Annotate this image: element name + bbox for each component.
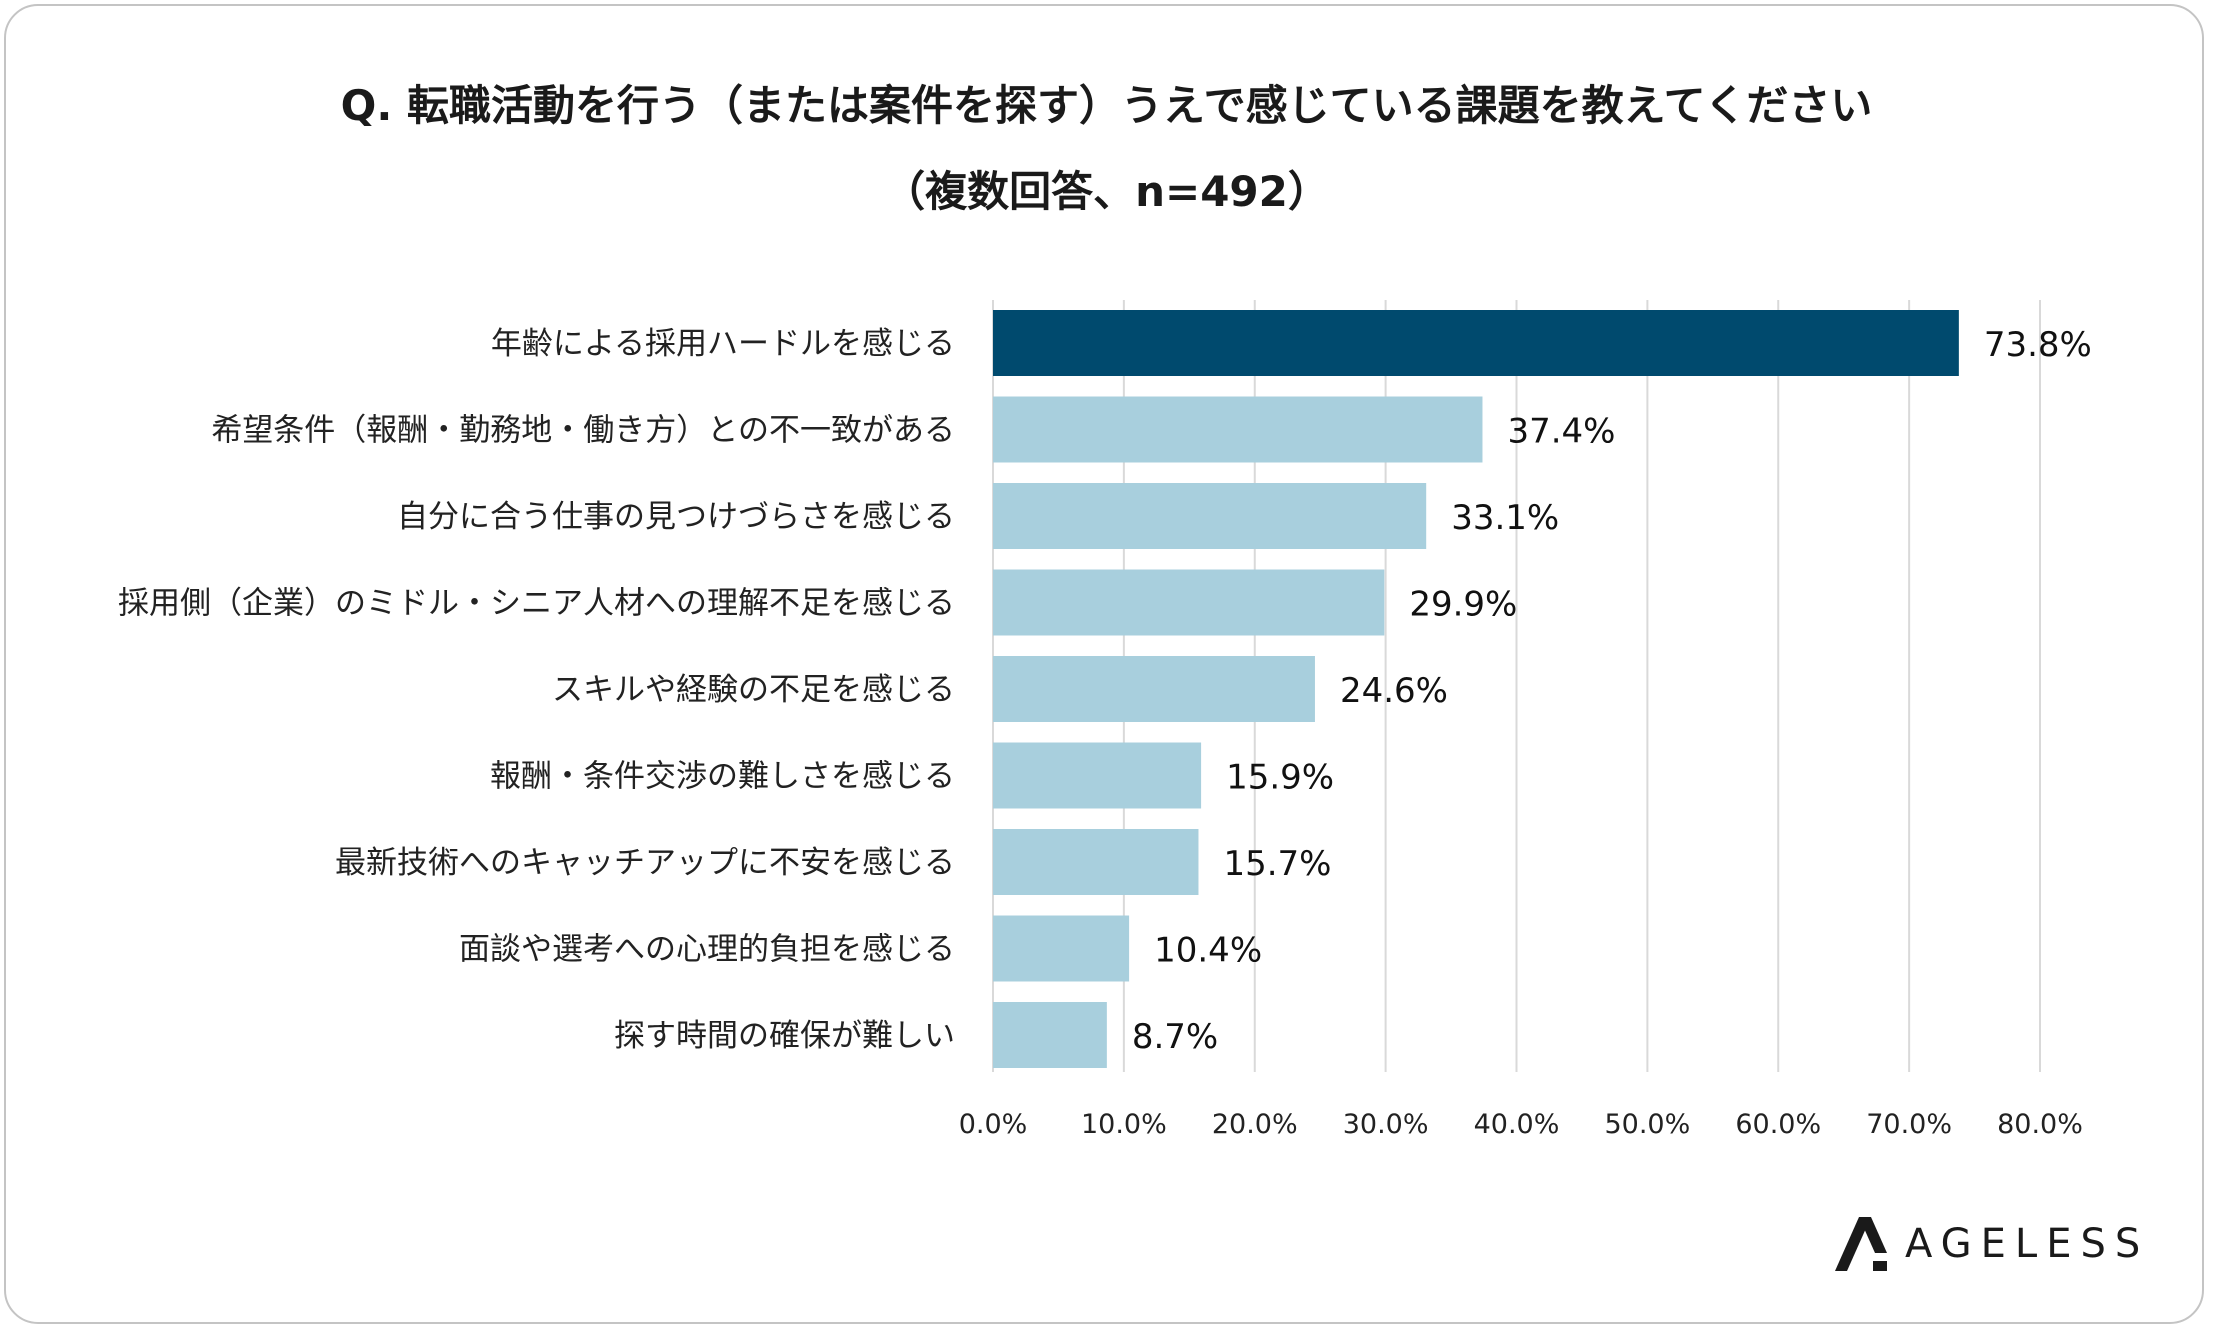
x-tick-label-7: 70.0% [1866, 1109, 1952, 1140]
value-label-8: 8.7% [1132, 1017, 1218, 1057]
bar-3 [993, 569, 1385, 636]
bar-5 [993, 742, 1202, 809]
value-label-0: 73.8% [1984, 325, 2092, 365]
category-label-1: 希望条件（報酬・勤務地・働き方）との不一致がある [211, 413, 955, 449]
value-labels: 73.8% 37.4% 33.1% 29.9% 24.6% 15.9% 15.7% 10.4%… [1132, 325, 2092, 1057]
x-tick-label-5: 50.0% [1604, 1109, 1690, 1140]
value-label-2: 33.1% [1451, 498, 1559, 538]
bar-6 [993, 829, 1199, 895]
bar-0 [993, 310, 1959, 376]
x-tick-label-6: 60.0% [1735, 1109, 1821, 1140]
value-label-7: 10.4% [1154, 931, 1262, 971]
bar-2 [993, 483, 1427, 549]
category-label-4: スキルや経験の不足を感じる [552, 672, 955, 708]
category-label-6: 最新技術へのキャッチアップに不安を感じる [335, 845, 955, 881]
x-tick-label-8: 80.0% [1997, 1109, 2083, 1140]
category-labels: 年齢による採用ハードルを感じる希望条件（報酬・勤務地・働き方）との不一致がある自… [118, 326, 955, 1054]
bar-7 [993, 915, 1130, 982]
x-tick-label-4: 40.0% [1474, 1109, 1560, 1140]
ageless-logo-icon [1835, 1217, 1887, 1271]
bars [993, 310, 1959, 1068]
category-label-7: 面談や選考への心理的負担を感じる [459, 932, 955, 968]
chart-subtitle: （複数回答、n=492） [883, 167, 1330, 216]
category-label-0: 年齢による採用ハードルを感じる [491, 326, 955, 362]
brand-logo: AGELESS [1833, 1213, 2149, 1275]
bar-1 [993, 396, 1483, 463]
brand-name: AGELESS [1905, 1221, 2150, 1267]
value-label-3: 29.9% [1409, 585, 1517, 625]
value-label-5: 15.9% [1226, 758, 1334, 798]
category-label-2: 自分に合う仕事の見つけづらさを感じる [397, 499, 955, 535]
value-label-1: 37.4% [1507, 412, 1615, 452]
chart-title: Q. 転職活動を行う（または案件を探す）うえで感じている課題を教えてください [340, 81, 1873, 130]
category-label-5: 報酬・条件交渉の難しさを感じる [490, 759, 955, 795]
bar-4 [993, 656, 1315, 722]
x-tick-label-3: 30.0% [1343, 1109, 1429, 1140]
x-tick-label-1: 10.0% [1081, 1109, 1167, 1140]
category-label-3: 採用側（企業）のミドル・シニア人材への理解不足を感じる [118, 586, 955, 622]
x-tick-labels: 0.0% 10.0% 20.0% 30.0% 40.0% 50.0% 60.0% 70.0% 8… [959, 1109, 2083, 1140]
category-label-8: 探す時間の確保が難しい [614, 1018, 955, 1054]
x-tick-label-0: 0.0% [959, 1109, 1028, 1140]
value-label-6: 15.7% [1223, 844, 1331, 884]
value-label-4: 24.6% [1340, 671, 1448, 711]
bar-8 [993, 1002, 1107, 1068]
x-tick-label-2: 20.0% [1212, 1109, 1298, 1140]
